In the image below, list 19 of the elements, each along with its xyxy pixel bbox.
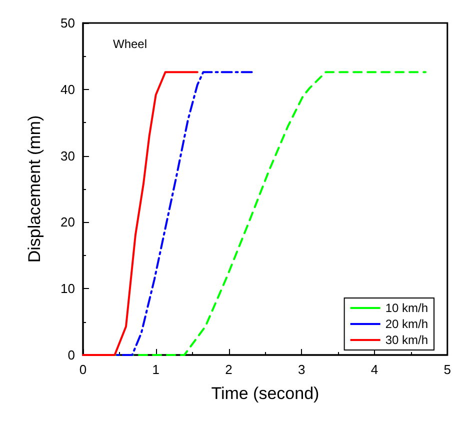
y-tick-label: 10: [60, 281, 75, 296]
legend-label: 20 km/h: [385, 317, 428, 331]
x-tick-label: 5: [444, 362, 451, 377]
y-tick-label: 0: [68, 348, 75, 362]
x-tick-label: 3: [298, 362, 306, 377]
y-tick-label: 40: [60, 82, 75, 97]
annotation: Wheel: [113, 37, 148, 51]
y-tick-label: 20: [60, 214, 75, 230]
y-axis-title: Displacement (mm): [25, 115, 44, 263]
legend-label: 10 km/h: [385, 301, 428, 315]
x-axis-title: Time (second): [211, 384, 320, 403]
legend-label: 30 km/h: [385, 333, 428, 347]
x-tick-label: 1: [152, 362, 160, 377]
x-tick-label: 0: [79, 362, 87, 377]
x-tick-label: 2: [225, 362, 232, 377]
y-tick-label: 30: [60, 148, 75, 164]
x-tick-label: 4: [370, 362, 378, 377]
line-series: [82, 71, 198, 356]
y-tick-label: 50: [60, 16, 75, 30]
